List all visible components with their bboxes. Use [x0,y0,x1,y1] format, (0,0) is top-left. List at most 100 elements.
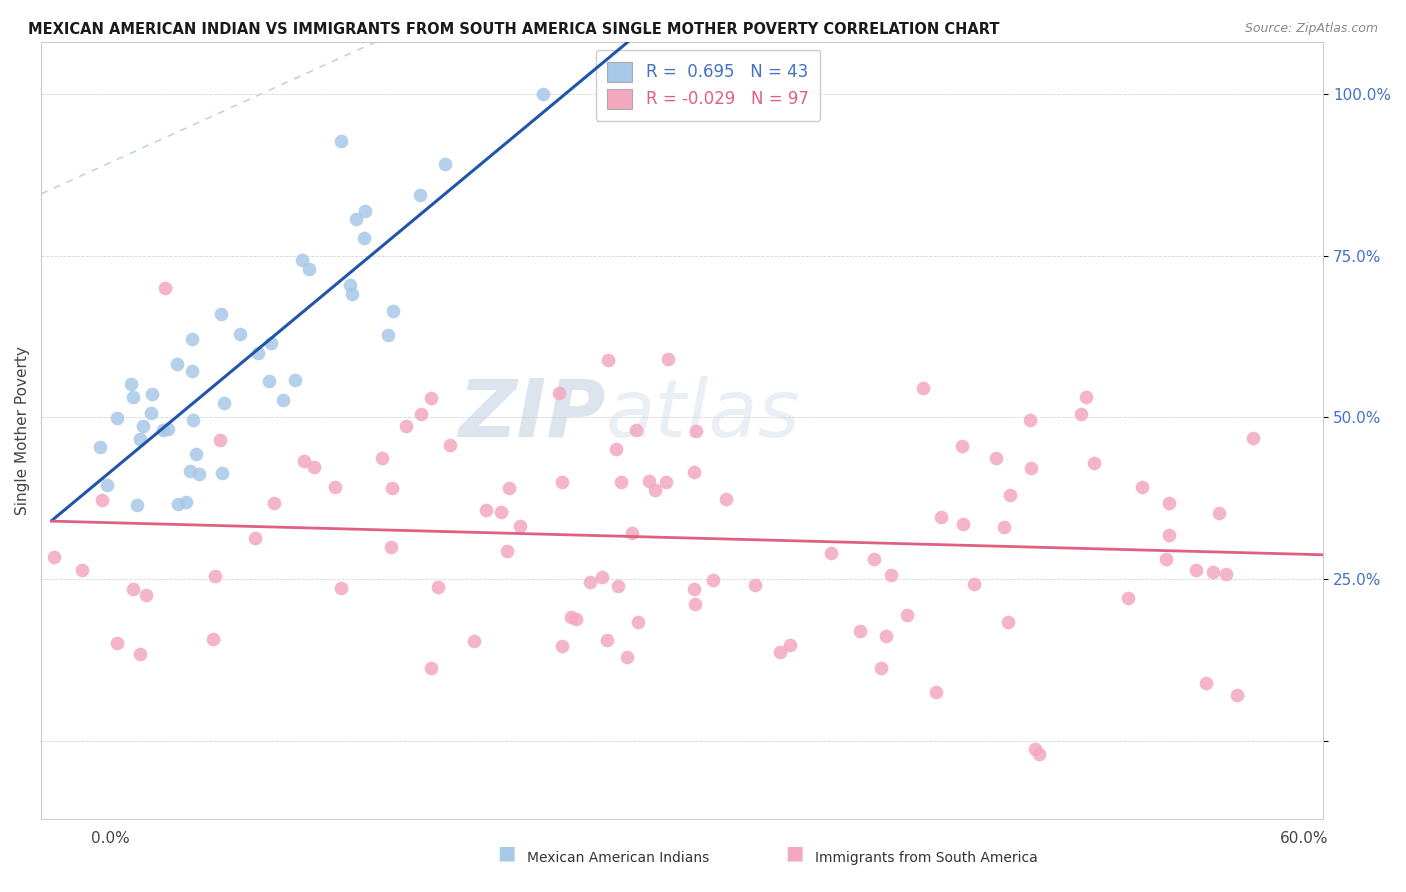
Point [209,307,232,321]
Point [531,87,554,101]
Y-axis label: Single Mother Poverty: Single Mother Poverty [15,346,30,515]
Point [157,422,180,436]
Point [180,364,202,378]
Legend: R =  0.695   N = 43, R = -0.029   N = 97: R = 0.695 N = 43, R = -0.029 N = 97 [596,50,820,120]
Point [229,326,252,341]
Point [621,525,644,540]
Point [409,407,432,421]
Point [139,406,162,420]
Point [105,636,128,650]
Point [298,262,321,277]
Point [329,581,352,595]
Point [637,474,659,488]
Point [271,392,294,407]
Point [848,624,870,639]
Point [683,582,706,596]
Point [330,134,353,148]
Point [96,477,118,491]
Point [127,498,149,512]
Point [184,447,207,461]
Point [1195,676,1218,690]
Point [201,632,224,646]
Point [591,570,613,584]
Point [1215,567,1237,582]
Point [1185,563,1208,577]
Point [1157,527,1180,541]
Point [141,387,163,401]
Point [863,552,886,566]
Point [339,278,361,293]
Point [474,503,496,517]
Point [1074,390,1097,404]
Point [204,569,226,583]
Point [181,332,204,346]
Point [550,639,572,653]
Point [495,544,517,558]
Point [1019,412,1042,426]
Point [596,632,619,647]
Point [353,231,375,245]
Point [1154,552,1177,566]
Point [292,454,315,468]
Point [986,450,1008,465]
Point [682,466,704,480]
Point [565,612,588,626]
Text: 60.0%: 60.0% [1281,831,1329,846]
Point [284,373,307,387]
Point [420,661,443,675]
Point [291,253,314,268]
Text: Source: ZipAtlas.com: Source: ZipAtlas.com [1244,22,1378,36]
Point [246,345,269,359]
Point [1226,688,1249,702]
Point [714,492,737,507]
Point [952,516,974,531]
Point [463,633,485,648]
Point [1083,456,1105,470]
Point [179,464,201,478]
Point [875,629,897,643]
Point [370,451,392,466]
Point [166,357,188,371]
Point [259,374,281,388]
Text: ■: ■ [496,843,516,862]
Point [382,304,405,318]
Point [1028,747,1050,761]
Point [744,578,766,592]
Point [550,475,572,489]
Point [605,442,627,456]
Point [993,520,1015,534]
Point [340,287,363,301]
Point [870,661,893,675]
Point [380,540,402,554]
Point [1208,506,1230,520]
Point [491,505,513,519]
Point [606,579,628,593]
Point [263,496,285,510]
Point [1116,591,1139,605]
Point [434,157,457,171]
Point [243,531,266,545]
Point [616,649,638,664]
Point [181,413,204,427]
Point [952,439,974,453]
Point [1024,742,1046,756]
Point [426,580,449,594]
Point [72,563,94,577]
Point [609,475,631,490]
Point [498,481,520,495]
Point [548,386,571,401]
Point [998,488,1021,502]
Point [395,419,418,434]
Point [1070,407,1092,421]
Point [912,381,935,395]
Point [323,479,346,493]
Point [90,492,112,507]
Point [1159,496,1181,510]
Point [132,418,155,433]
Point [420,391,443,405]
Point [135,589,157,603]
Point [167,497,190,511]
Point [963,577,986,591]
Point [211,466,233,480]
Point [153,281,176,295]
